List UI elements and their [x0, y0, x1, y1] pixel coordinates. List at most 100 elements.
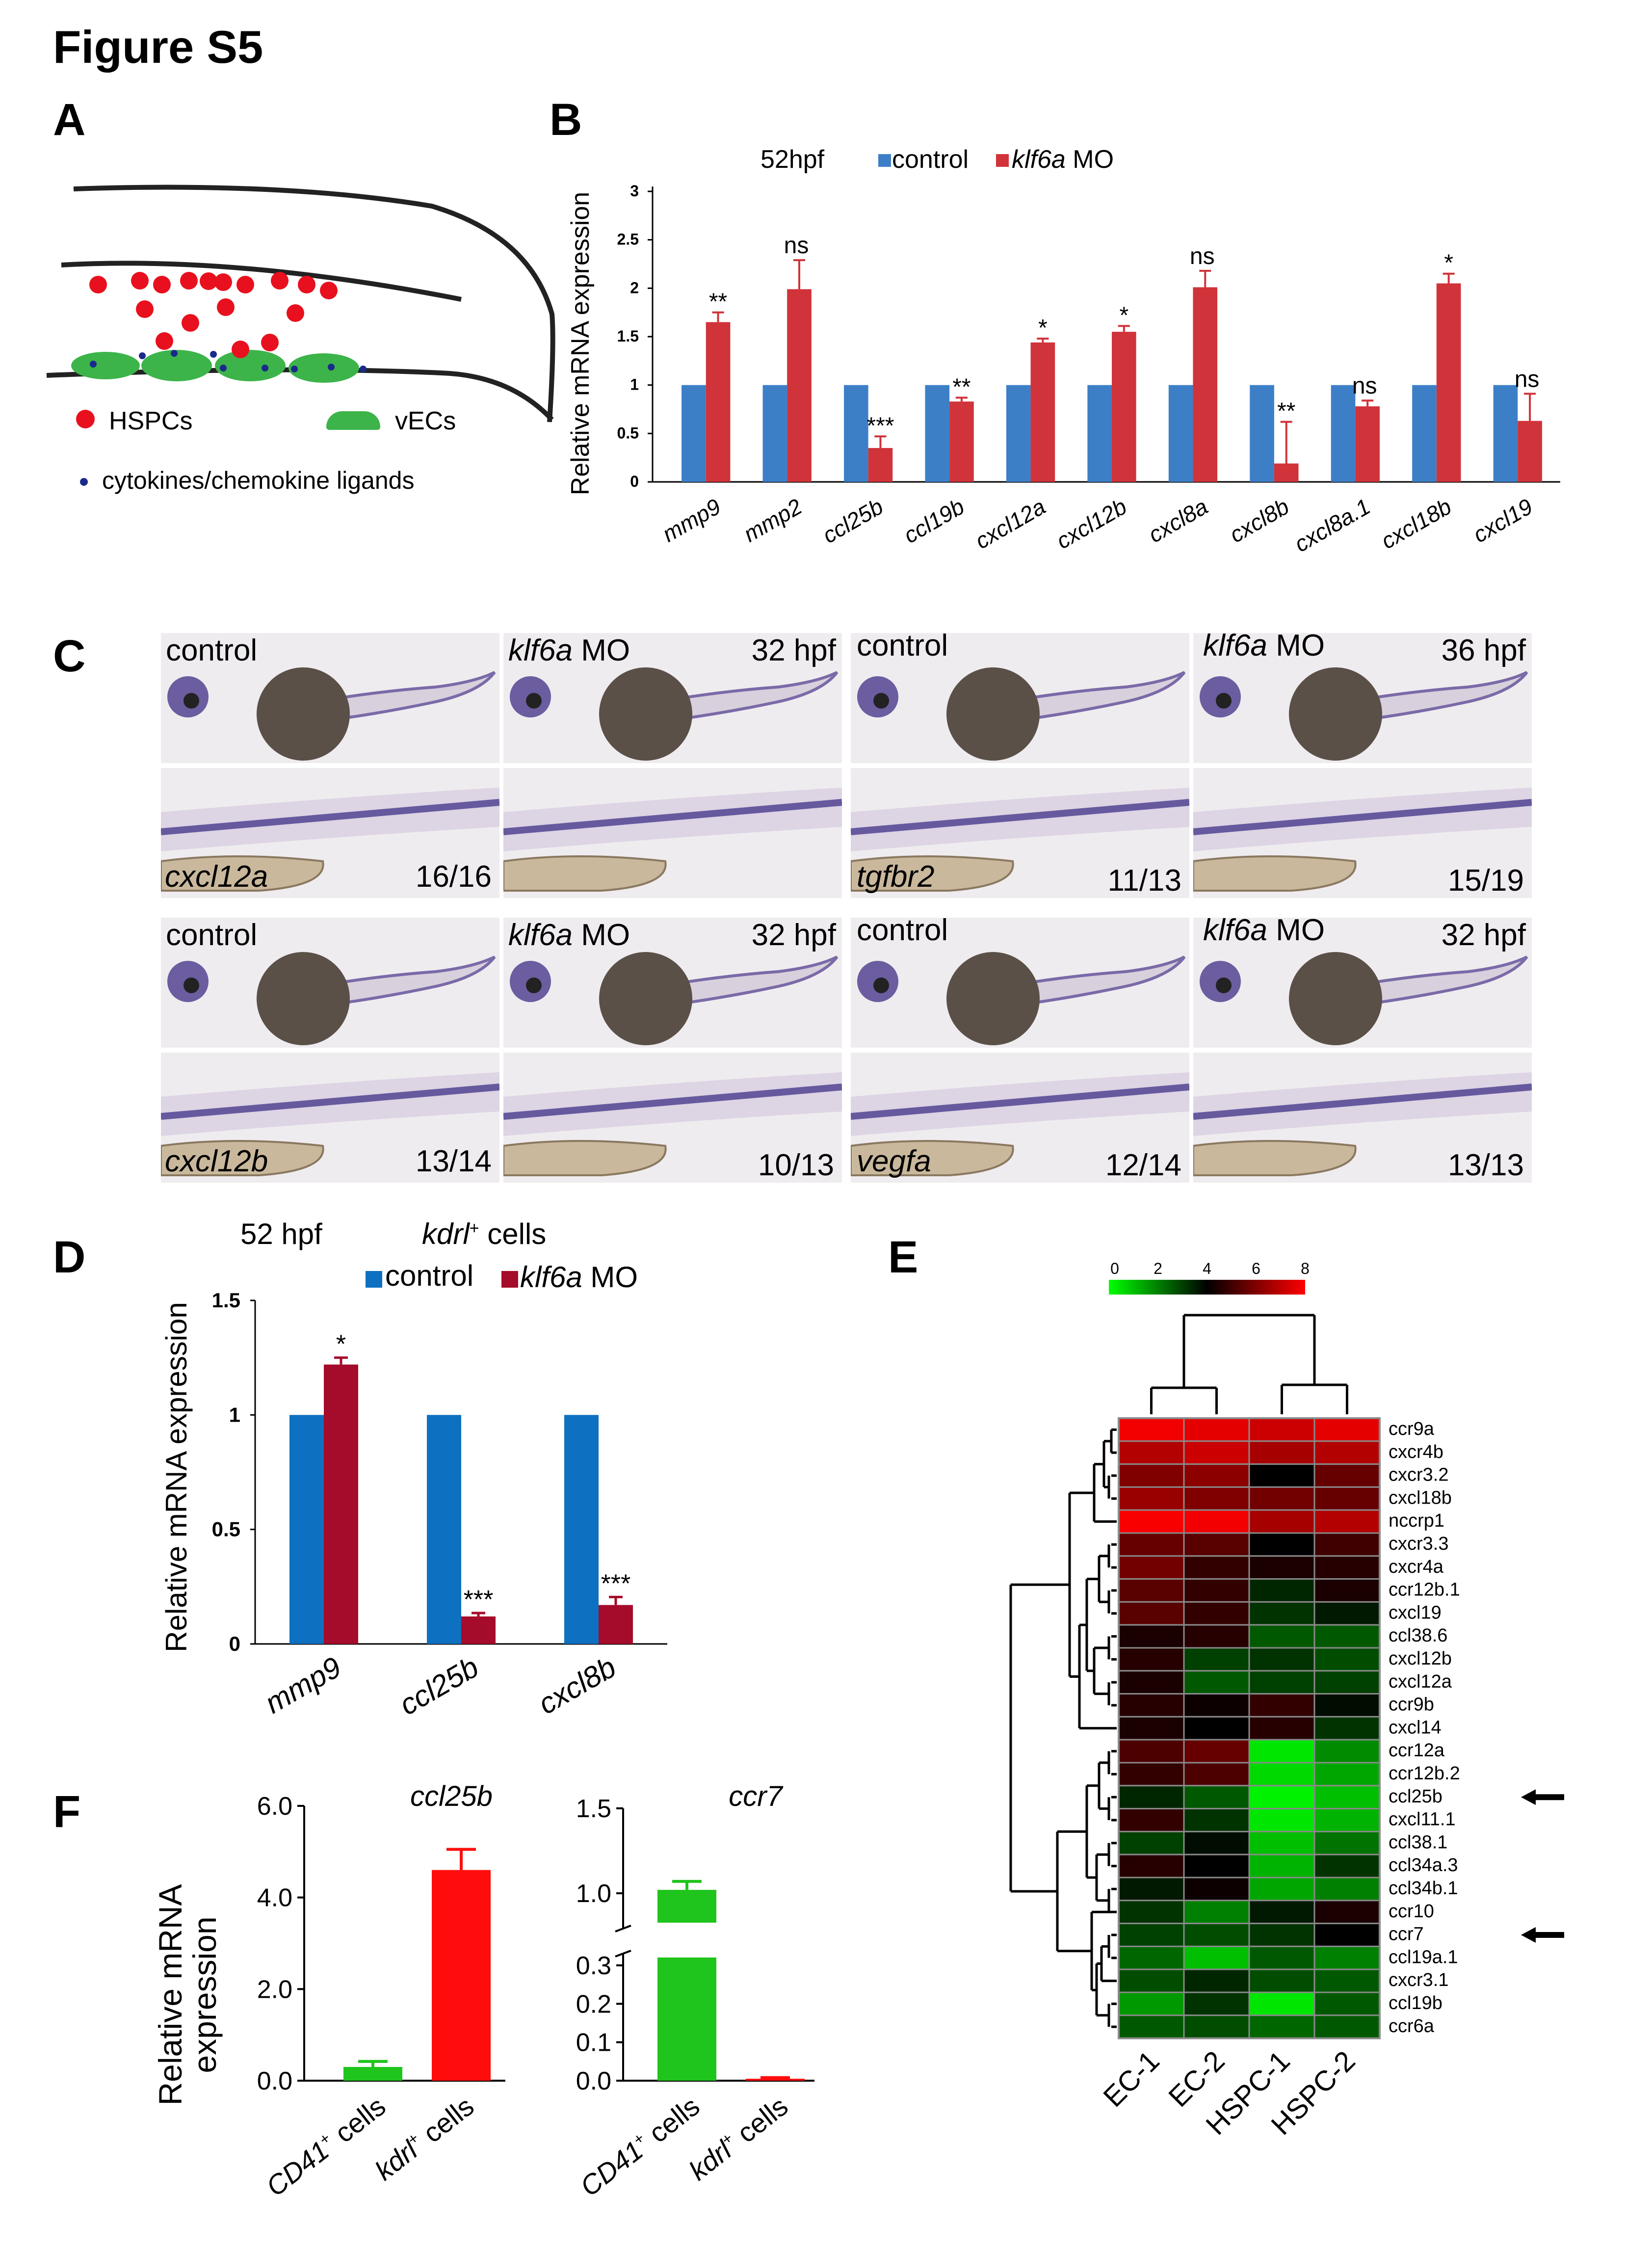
panel-d-y-tick-label: 0 — [229, 1632, 240, 1655]
heatmap-cell — [1183, 1808, 1250, 1832]
trunk-stain — [503, 799, 842, 835]
heatmap-row-label: ccl38.6 — [1389, 1625, 1447, 1646]
embryo-eye — [184, 693, 199, 709]
heatmap-cell — [1118, 1532, 1185, 1557]
panel-b-y-tick-label: 0.5 — [617, 424, 639, 442]
panel-b-significance: ** — [709, 289, 727, 315]
heatmap-cell — [1183, 1716, 1250, 1741]
heatmap-cell — [1118, 1785, 1185, 1810]
panel-f-right-category-1-part: cells — [637, 2090, 705, 2153]
heatmap-cell — [1118, 1486, 1185, 1511]
embryo-yolk — [599, 952, 692, 1045]
heatmap-row-label: ccr12b.1 — [1389, 1580, 1460, 1600]
panel-f-right-category-1: CD41+ cells — [575, 2090, 706, 2202]
panel-b-category-label: cxcl19 — [1468, 494, 1537, 548]
panel-d-category-label: mmp9 — [260, 1650, 347, 1720]
heatmap-cell — [1313, 1555, 1381, 1580]
panel-d-cells-gene: kdrl — [422, 1217, 470, 1250]
heatmap-row-label: cxcl12a — [1389, 1671, 1452, 1692]
legend-ligand-label: cytokines/chemokine ligands — [102, 467, 415, 494]
label-mo-gene: klf6a — [508, 918, 573, 952]
heatmap-cell — [1248, 1509, 1315, 1534]
panel-d-significance: *** — [464, 1586, 494, 1614]
heatmap-cell — [1248, 1785, 1315, 1810]
heatmap-cell — [1183, 1601, 1250, 1626]
heatmap-cell — [1118, 1670, 1185, 1695]
panel-b-chart: Relative mRNA expression 00.511.522.53**m… — [566, 182, 1560, 557]
heatmap-cell — [1313, 1968, 1381, 1993]
panel-letter-d: D — [53, 1232, 86, 1282]
panel-d-significance: * — [336, 1330, 346, 1359]
panel-b-legend-control-swatch — [878, 154, 891, 167]
panel-d-legend-control-label: control — [385, 1259, 474, 1292]
heatmap-cell — [1248, 1808, 1315, 1832]
trunk-drawing — [1193, 1072, 1532, 1176]
panel-b-significance: ** — [1277, 398, 1295, 424]
panel-b-category-label: ccl19b — [899, 494, 969, 549]
heatmap-cell — [1183, 1991, 1250, 2016]
trunk-stain — [1193, 1084, 1532, 1120]
heatmap-row-label: ccl19b — [1389, 1993, 1442, 2013]
panel-b-significance: *** — [866, 413, 894, 439]
heatmap-cell — [1313, 1877, 1381, 1902]
panel-b-bar — [682, 385, 706, 482]
trunk-yolk-extension — [851, 855, 1014, 892]
panel-b-significance: ns — [784, 233, 809, 259]
panel-b-category-label: ccl25b — [818, 494, 887, 549]
panel-letter-c: C — [53, 631, 86, 681]
trunk-yolk-extension — [851, 1140, 1014, 1176]
heatmap-cell — [1313, 1647, 1381, 1672]
label-mo: klf6a MO — [508, 918, 630, 953]
panel-b-bar — [1112, 332, 1136, 482]
label-control: control — [166, 918, 258, 952]
heatmap-cell — [1248, 1991, 1315, 2016]
panel-d-y-label: Relative mRNA expression — [160, 1302, 193, 1652]
panel-f-left-y-tick-label: 2.0 — [257, 1975, 292, 2004]
embryo-image: control — [851, 633, 1189, 763]
label-mo: klf6a MO — [1203, 633, 1325, 663]
panel-f-left-category-1: CD41+ cells — [261, 2090, 392, 2202]
heatmap-cell — [1313, 1945, 1381, 1970]
panel-b-bar — [949, 401, 974, 482]
panel-d-legend-mo-label: klf6a MO — [520, 1260, 638, 1294]
panel-b-bar — [1436, 283, 1461, 482]
heatmap-row-label: ccr9a — [1389, 1419, 1435, 1439]
heatmap-cell — [1183, 1830, 1250, 1855]
embryo-eye — [873, 693, 889, 709]
panel-b-bar — [762, 385, 787, 482]
panel-b-y-tick-label: 2 — [630, 279, 639, 296]
heatmap-cell — [1313, 1808, 1381, 1832]
trunk-yolk-extension — [503, 1140, 667, 1176]
panel-b-significance: * — [1038, 315, 1048, 341]
heatmap-cell — [1313, 1762, 1381, 1787]
legend-hspc-label: HSPCs — [109, 407, 193, 435]
heatmap-row-label: cxcr3.1 — [1389, 1970, 1448, 1990]
trunk-yolk-extension — [161, 855, 324, 892]
panel-b-bar — [844, 385, 868, 482]
heatmap-cell — [1248, 1693, 1315, 1718]
panel-d-category-label: ccl25b — [394, 1650, 484, 1721]
panel-f-left-y-tick-label: 6.0 — [257, 1792, 292, 1821]
label-mo-gene: klf6a — [1203, 633, 1267, 662]
panel-b-bar — [925, 385, 950, 482]
heatmap-cell — [1183, 1509, 1250, 1534]
label-mo-gene: klf6a — [1203, 918, 1267, 947]
embryo-image: klf6a MO 32 hpf — [503, 633, 842, 763]
panel-b-y-label: Relative mRNA expression — [566, 192, 595, 495]
panel-d-y-tick-label: 0.5 — [212, 1518, 240, 1541]
heatmap-cell — [1313, 2014, 1381, 2039]
panel-f-right-title: ccr7 — [729, 1780, 784, 1812]
panel-letter-f: F — [53, 1787, 81, 1837]
embryo-eye — [1216, 978, 1232, 993]
panel-f-right-y-tick-label: 0.1 — [576, 2029, 611, 2057]
heatmap-cell — [1248, 1739, 1315, 1764]
panel-d-bar — [461, 1616, 496, 1644]
embryo-eye — [526, 693, 542, 709]
heatmap-cell — [1118, 1624, 1185, 1649]
panel-b-bar — [1493, 385, 1518, 482]
heatmap-cell — [1118, 1991, 1185, 2016]
heatmap-arrow — [1521, 1789, 1564, 1805]
panel-f-y-label-line2: expression — [186, 1916, 223, 2073]
panel-f-left-category-1-part: cells — [323, 2090, 391, 2153]
heatmap-row-label: cxcr3.2 — [1389, 1465, 1448, 1485]
